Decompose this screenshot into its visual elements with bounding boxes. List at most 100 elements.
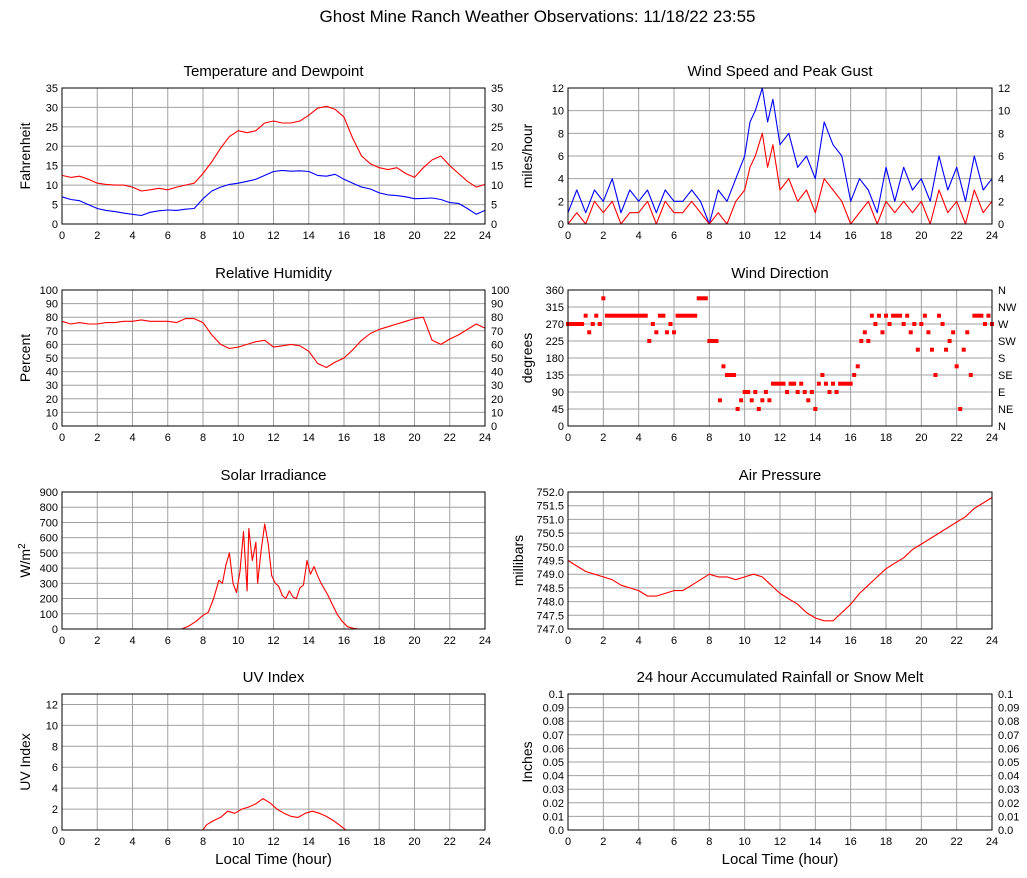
wdir-point [869, 313, 874, 318]
wdir-point [951, 330, 956, 335]
rain-right-tick-label: 0.04 [998, 771, 1019, 783]
wdir-right-tick-label: S [998, 353, 1005, 365]
wdir-point [682, 313, 687, 318]
wdir-point [898, 313, 903, 318]
page-title: Ghost Mine Ranch Weather Observations: 1… [319, 7, 756, 26]
rain-frame [567, 693, 993, 831]
rain-ytick-label: 0.0 [549, 825, 564, 837]
pressure-xtick-label: 14 [809, 635, 821, 647]
wdir-point [852, 373, 857, 377]
uv-xtick-label: 2 [94, 836, 100, 848]
wdir-right-tick-label: SE [998, 370, 1013, 382]
wdir-xtick-label: 8 [706, 432, 712, 444]
uv-ytick-label: 4 [52, 783, 58, 795]
pressure-xtick-label: 22 [951, 635, 963, 647]
wind-xtick-label: 22 [951, 230, 963, 242]
rh-ytick-label: 60 [46, 339, 58, 351]
wdir-point [615, 313, 620, 318]
rain-ytick-label: 0.08 [543, 716, 564, 728]
temp-xtick-label: 6 [165, 230, 171, 242]
uv-ytick-label: 6 [52, 762, 58, 774]
rain-ytick-label: 0.1 [549, 689, 564, 701]
pressure-xtick-label: 12 [774, 635, 786, 647]
wdir-point [838, 381, 843, 386]
wdir-point [799, 381, 804, 386]
wdir-xtick-label: 10 [739, 432, 751, 444]
wind-right-tick-label: 2 [998, 196, 1004, 208]
wdir-ytick-label: 360 [546, 285, 564, 297]
uv-xtick-label: 20 [408, 836, 420, 848]
wdir-point [580, 322, 585, 326]
temp-xtick-label: 4 [129, 230, 135, 242]
rain-ytick-label: 0.09 [543, 703, 564, 715]
rain-ytick-label: 0.04 [543, 771, 564, 783]
wdir-point [749, 398, 754, 403]
wdir-point [689, 313, 694, 318]
solar-ylabel-sup: 2 [17, 543, 28, 549]
wdir-point [661, 313, 666, 318]
pressure-title: Air Pressure [739, 467, 822, 484]
wdir-right-tick-label: N [998, 421, 1006, 433]
wdir-point [873, 322, 878, 326]
wdir-xtick-label: 16 [845, 432, 857, 444]
rh-right-tick-label: 20 [491, 394, 503, 406]
pressure-ytick-label: 749.0 [536, 569, 564, 581]
wdir-right-tick-label: W [998, 319, 1009, 331]
pressure-ytick-label: 751.5 [536, 501, 564, 513]
solar-xtick-label: 24 [479, 635, 491, 647]
temp-xtick-label: 12 [267, 230, 279, 242]
rain-ytick-label: 0.06 [543, 743, 564, 755]
wdir-point [788, 381, 793, 386]
wdir-point [894, 313, 899, 318]
wdir-point [672, 330, 676, 335]
wdir-point [774, 381, 779, 386]
solar-ylabel: W/m2 [17, 543, 34, 578]
pressure-xtick-label: 0 [565, 635, 571, 647]
wdir-point [944, 347, 949, 352]
temp-xtick-label: 22 [444, 230, 456, 242]
wdir-point [848, 381, 853, 386]
wdir-point [975, 313, 980, 318]
wdir-point [876, 313, 881, 318]
wdir-point [569, 322, 574, 326]
wdir-point [608, 313, 613, 318]
pressure-ytick-label: 750.0 [536, 542, 564, 554]
rain-right-tick-label: 0.08 [998, 716, 1019, 728]
wdir-title: Wind Direction [731, 265, 829, 282]
uv-xtick-label: 18 [373, 836, 385, 848]
rh-xtick-label: 14 [303, 432, 315, 444]
wdir-point [986, 313, 991, 318]
wind-right-tick-label: 8 [998, 128, 1004, 140]
pressure-frame [567, 491, 993, 630]
uv-title: UV Index [243, 669, 305, 686]
rain-right-tick-label: 0.03 [998, 784, 1019, 796]
wdir-point [597, 322, 602, 326]
wdir-point [583, 313, 588, 318]
wdir-point [929, 347, 934, 352]
rain-ytick-label: 0.07 [543, 730, 564, 742]
wdir-point [742, 390, 747, 394]
wdir-ytick-label: 225 [546, 336, 564, 348]
solar-xtick-label: 2 [94, 635, 100, 647]
temp-xtick-label: 8 [200, 230, 206, 242]
uv-xtick-label: 10 [232, 836, 244, 848]
temp-right-tick-label: 10 [491, 180, 503, 192]
pressure-xtick-label: 2 [600, 635, 606, 647]
wind-ytick-label: 12 [552, 83, 564, 95]
rh-ytick-label: 30 [46, 380, 58, 392]
wind-right-tick-label: 4 [998, 174, 1004, 186]
wind-title: Wind Speed and Peak Gust [687, 63, 873, 80]
wdir-point [827, 390, 832, 394]
wdir-point [576, 322, 581, 326]
wdir-ytick-label: 135 [546, 370, 564, 382]
rain-xtick-label: 12 [774, 836, 786, 848]
solar-ytick-label: 300 [40, 578, 58, 590]
wdir-right-tick-label: E [998, 387, 1005, 399]
rain-xtick-label: 16 [845, 836, 857, 848]
wdir-point [739, 398, 744, 403]
